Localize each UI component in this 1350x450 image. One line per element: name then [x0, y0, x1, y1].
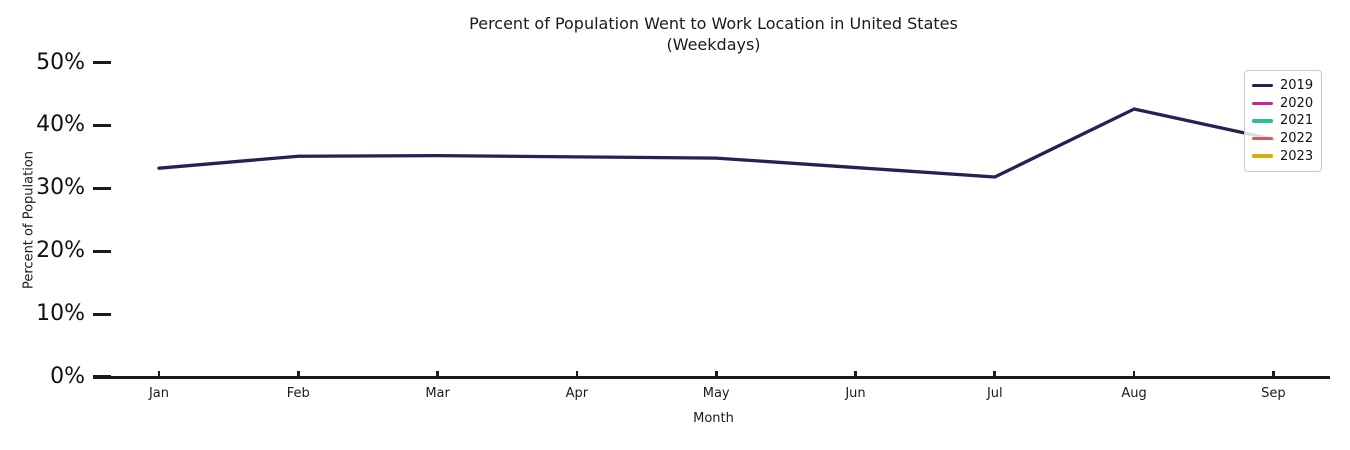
legend-swatch-icon — [1252, 101, 1273, 106]
x-tick-mark — [436, 370, 439, 377]
x-tick-label: May — [702, 386, 730, 401]
x-tick-label: Feb — [286, 386, 310, 401]
y-tick-label: 20% — [36, 238, 85, 264]
legend-item-label: 2023 — [1280, 148, 1314, 164]
y-tick-label: 50% — [36, 49, 85, 75]
legend-item-2022: 2022 — [1252, 130, 1315, 148]
y-tick-mark — [93, 60, 111, 65]
x-tick-mark — [1132, 370, 1136, 377]
legend-item-2023: 2023 — [1252, 147, 1315, 165]
x-tick-mark — [993, 370, 997, 377]
y-tick-mark — [93, 249, 111, 253]
chart-title-line1: Percent of Population Went to Work Locat… — [469, 14, 958, 33]
y-tick-mark — [93, 123, 111, 127]
legend-item-2021: 2021 — [1252, 112, 1315, 130]
series-line-2019 — [157, 107, 1276, 179]
legend-swatch-icon — [1252, 84, 1273, 88]
legend-swatch-icon — [1252, 136, 1273, 141]
x-tick-label: Mar — [425, 386, 450, 401]
y-tick-label: 30% — [36, 175, 85, 201]
legend-item-2020: 2020 — [1252, 95, 1315, 113]
legend-swatch-icon — [1252, 119, 1273, 123]
legend-item-label: 2022 — [1280, 131, 1314, 147]
legend-item-label: 2020 — [1280, 95, 1314, 111]
x-tick-mark — [1272, 370, 1275, 377]
chart-title: Percent of Population Went to Work Locat… — [97, 13, 1330, 55]
x-tick-mark — [157, 370, 161, 377]
x-tick-label: Jun — [845, 386, 866, 401]
y-tick-mark — [93, 312, 111, 316]
y-tick-label: 10% — [36, 301, 85, 327]
y-tick-label: 40% — [36, 112, 85, 138]
y-tick-label: 0% — [50, 364, 85, 389]
x-tick-label: Jul — [986, 386, 1003, 401]
legend-item-2019: 2019 — [1252, 77, 1315, 95]
x-tick-mark — [296, 370, 300, 377]
x-tick-mark — [575, 370, 579, 377]
x-axis-line — [97, 375, 1330, 379]
x-tick-label: Sep — [1261, 386, 1286, 401]
x-tick-label: Jan — [148, 386, 170, 401]
legend-item-label: 2019 — [1280, 78, 1314, 94]
chart-title-line2: (Weekdays) — [666, 35, 761, 54]
x-tick-mark — [854, 370, 857, 377]
x-axis-label: Month — [693, 411, 734, 426]
x-tick-mark — [714, 370, 718, 377]
y-tick-mark — [93, 186, 111, 190]
legend: 2019 2020 2021 2022 2023 — [1244, 70, 1322, 172]
legend-item-label: 2021 — [1280, 113, 1314, 129]
legend-swatch-icon — [1252, 154, 1273, 158]
x-tick-label: Apr — [565, 386, 589, 401]
x-tick-label: Aug — [1121, 386, 1147, 401]
